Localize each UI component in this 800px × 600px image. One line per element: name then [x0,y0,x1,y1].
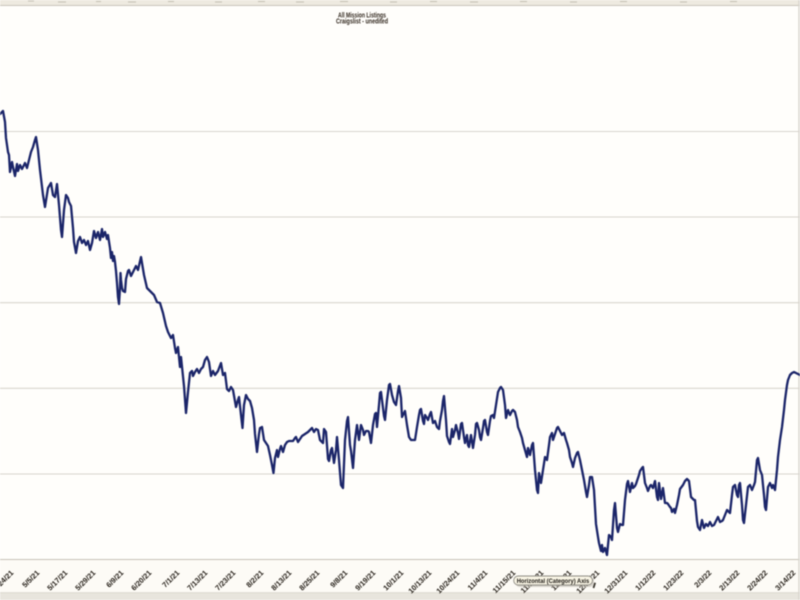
svg-text:Horizontal (Category) Axis: Horizontal (Category) Axis [517,578,590,585]
svg-text:Craigslist - unedited: Craigslist - unedited [336,17,388,26]
svg-text:All Mission Listings: All Mission Listings [338,10,386,19]
